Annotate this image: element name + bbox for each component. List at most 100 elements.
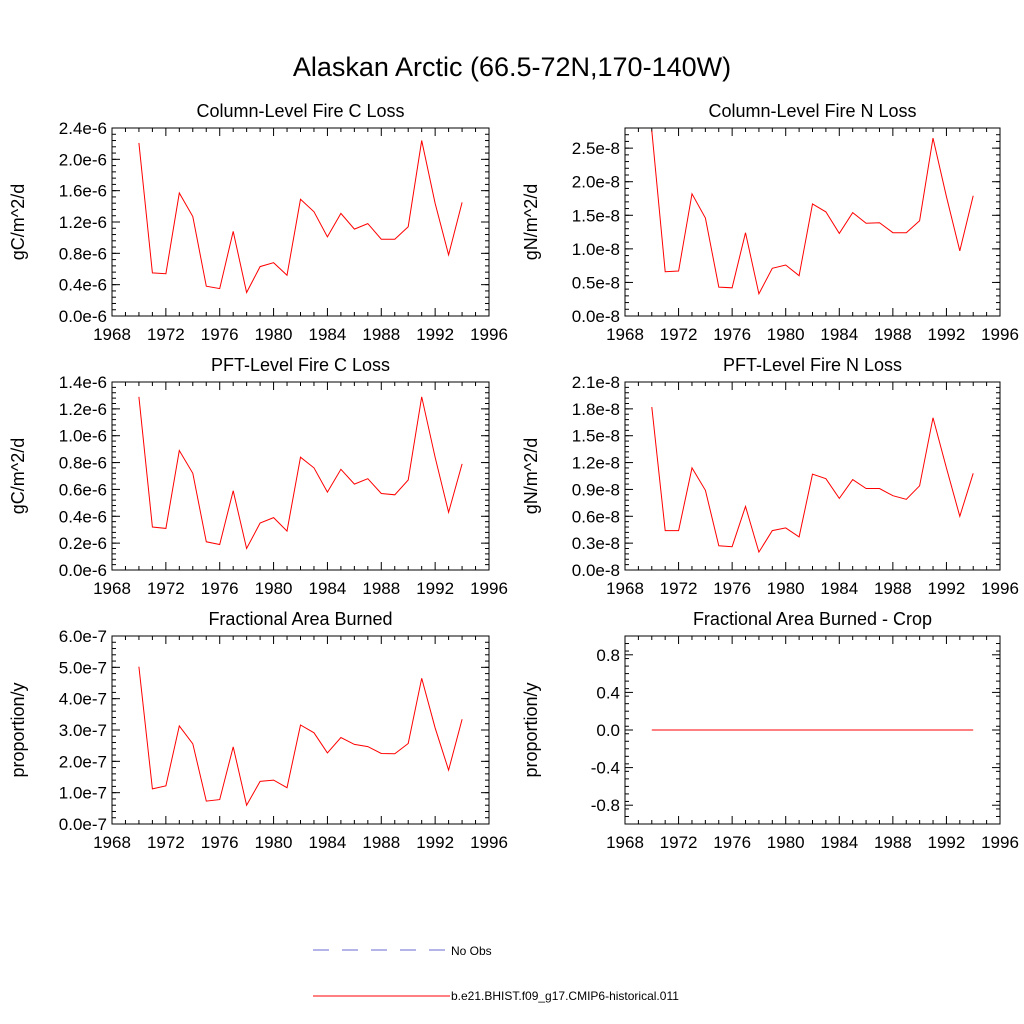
x-tick-label: 1980 xyxy=(255,833,293,852)
legend-label-no-obs: No Obs xyxy=(451,944,492,958)
chart-panel: Fractional Area Burned proportion/y 1968 19… xyxy=(8,609,508,852)
y-tick-label: 1.2e-8 xyxy=(572,454,620,473)
y-tick-label: 0.4 xyxy=(596,683,620,702)
series-line xyxy=(138,140,463,294)
y-tick-label: 1.0e-8 xyxy=(572,240,620,259)
panel-title: PFT-Level Fire N Loss xyxy=(723,355,902,375)
y-tick-label: 1.4e-6 xyxy=(59,373,107,392)
panel-title: Fractional Area Burned xyxy=(208,609,392,629)
x-tick-label: 1972 xyxy=(147,325,185,344)
y-tick-label: 0.8e-6 xyxy=(59,244,107,263)
y-tick-label: 0.9e-8 xyxy=(572,480,620,499)
panel-title: Fractional Area Burned - Crop xyxy=(693,609,932,629)
x-tick-label: 1972 xyxy=(147,833,185,852)
y-tick-label: 0.0 xyxy=(596,721,620,740)
series-line xyxy=(138,666,463,807)
x-tick-label: 1980 xyxy=(767,579,805,598)
y-tick-label: 4.0e-7 xyxy=(59,690,107,709)
y-axis-label: gN/m^2/d xyxy=(521,184,541,260)
chart-panel: Column-Level Fire N Loss gN/m^2/d 1968 1972… xyxy=(521,101,1019,344)
x-tick-label: 1996 xyxy=(981,579,1019,598)
y-tick-label: 0.5e-8 xyxy=(572,273,620,292)
series-line xyxy=(651,130,974,296)
y-tick-label: 0.0e-8 xyxy=(572,307,620,326)
x-tick-label: 1980 xyxy=(767,833,805,852)
plot-frame xyxy=(111,127,490,317)
x-tick-label: 1984 xyxy=(820,325,858,344)
y-tick-label: 2.5e-8 xyxy=(572,139,620,158)
y-tick-label: 1.5e-8 xyxy=(572,206,620,225)
x-tick-label: 1984 xyxy=(309,833,347,852)
x-tick-label: 1968 xyxy=(93,579,131,598)
y-tick-label: 0.0e-8 xyxy=(572,561,620,580)
y-tick-label: 0.0e-6 xyxy=(59,561,107,580)
page-title: Alaskan Arctic (66.5-72N,170-140W) xyxy=(292,52,732,82)
x-tick-label: 1996 xyxy=(470,833,508,852)
y-tick-label: 2.0e-6 xyxy=(59,150,107,169)
x-tick-label: 1980 xyxy=(767,325,805,344)
y-tick-label: 1.8e-8 xyxy=(572,400,620,419)
y-axis-label: gN/m^2/d xyxy=(521,438,541,514)
y-tick-label: 0.4e-6 xyxy=(59,507,107,526)
y-tick-label: 0.0e-6 xyxy=(59,307,107,326)
x-tick-label: 1988 xyxy=(874,579,912,598)
legend: No Obs b.e21.BHIST.f09_g17.CMIP6-historic… xyxy=(313,944,679,1003)
x-tick-label: 1968 xyxy=(93,833,131,852)
x-tick-label: 1992 xyxy=(928,833,966,852)
x-tick-label: 1996 xyxy=(470,325,508,344)
y-tick-label: 1.0e-6 xyxy=(59,427,107,446)
y-tick-label: -0.8 xyxy=(591,796,620,815)
x-tick-label: 1988 xyxy=(874,325,912,344)
x-tick-label: 1976 xyxy=(713,833,751,852)
y-axis-label: proportion/y xyxy=(521,682,541,777)
y-tick-label: 2.1e-8 xyxy=(572,373,620,392)
x-tick-label: 1980 xyxy=(255,325,293,344)
chart-panel: PFT-Level Fire N Loss gN/m^2/d 1968 1972 197… xyxy=(521,355,1019,598)
x-tick-label: 1984 xyxy=(309,579,347,598)
panel-title: Column-Level Fire C Loss xyxy=(196,101,404,121)
y-tick-label: 1.2e-6 xyxy=(59,213,107,232)
x-tick-label: 1976 xyxy=(201,833,239,852)
x-tick-label: 1996 xyxy=(981,325,1019,344)
panel-title: PFT-Level Fire C Loss xyxy=(211,355,390,375)
y-tick-label: 0.8e-6 xyxy=(59,454,107,473)
y-tick-label: 0.3e-8 xyxy=(572,534,620,553)
x-tick-label: 1972 xyxy=(660,833,698,852)
legend-label-model: b.e21.BHIST.f09_g17.CMIP6-historical.011 xyxy=(451,989,679,1003)
y-axis-label: proportion/y xyxy=(8,682,28,777)
y-tick-label: 0.4e-6 xyxy=(59,276,107,295)
x-tick-label: 1992 xyxy=(416,579,454,598)
x-tick-label: 1996 xyxy=(470,579,508,598)
x-tick-label: 1972 xyxy=(660,579,698,598)
y-axis-label: gC/m^2/d xyxy=(8,438,28,514)
x-tick-label: 1988 xyxy=(362,833,400,852)
y-tick-label: 2.0e-8 xyxy=(572,173,620,192)
y-tick-label: 1.6e-6 xyxy=(59,182,107,201)
x-tick-label: 1988 xyxy=(874,833,912,852)
panel-title: Column-Level Fire N Loss xyxy=(708,101,916,121)
x-tick-label: 1992 xyxy=(416,833,454,852)
y-tick-label: 2.4e-6 xyxy=(59,119,107,138)
chart-panel: Column-Level Fire C Loss gC/m^2/d 1968 1972… xyxy=(8,101,508,344)
y-tick-label: 0.6e-6 xyxy=(59,480,107,499)
x-tick-label: 1968 xyxy=(606,833,644,852)
y-tick-label: 0.8 xyxy=(596,646,620,665)
x-tick-label: 1984 xyxy=(309,325,347,344)
x-tick-label: 1972 xyxy=(147,579,185,598)
plot-frame xyxy=(111,635,490,825)
y-tick-label: 0.0e-7 xyxy=(59,815,107,834)
x-tick-label: 1988 xyxy=(362,579,400,598)
x-tick-label: 1988 xyxy=(362,325,400,344)
y-tick-label: 1.0e-7 xyxy=(59,784,107,803)
x-tick-label: 1992 xyxy=(928,579,966,598)
chart-panel: Fractional Area Burned - Crop proportion/… xyxy=(521,609,1019,852)
x-tick-label: 1976 xyxy=(201,579,239,598)
x-tick-label: 1968 xyxy=(606,579,644,598)
y-tick-label: 6.0e-7 xyxy=(59,627,107,646)
x-tick-label: 1976 xyxy=(201,325,239,344)
x-tick-label: 1972 xyxy=(660,325,698,344)
x-tick-label: 1996 xyxy=(981,833,1019,852)
x-tick-label: 1984 xyxy=(820,579,858,598)
y-axis-label: gC/m^2/d xyxy=(8,184,28,260)
y-tick-label: 1.2e-6 xyxy=(59,400,107,419)
